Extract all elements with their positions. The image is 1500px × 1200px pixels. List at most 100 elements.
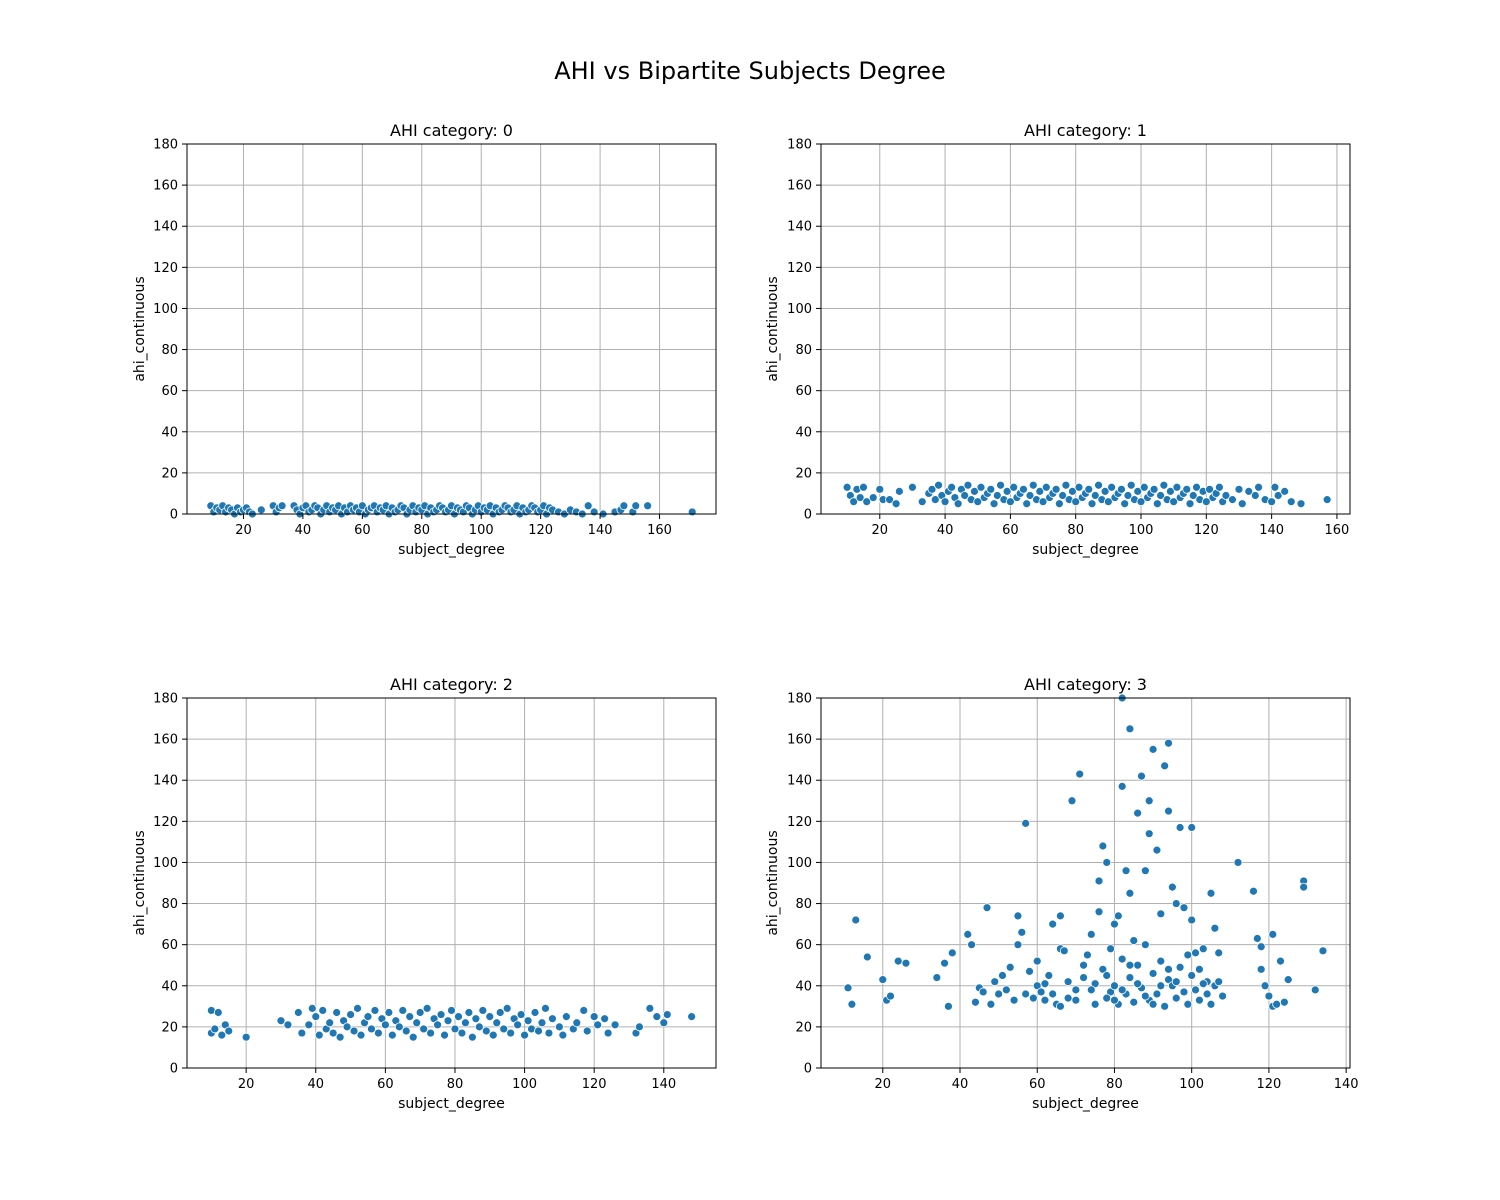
data-point (1084, 484, 1094, 494)
subplot-title: AHI category: 3 (1024, 675, 1147, 694)
data-point (1107, 482, 1117, 492)
x-axis-label: subject_degree (398, 1096, 505, 1112)
data-point (875, 484, 885, 494)
data-point (1148, 999, 1158, 1009)
data-point (589, 507, 599, 517)
scatter-points (206, 1003, 697, 1042)
axes-frame (820, 697, 1351, 1069)
data-point (419, 1024, 429, 1034)
data-point (1102, 971, 1112, 980)
data-point (1144, 796, 1154, 806)
y-tick-label: 120 (153, 815, 178, 830)
y-tick-label: 160 (787, 733, 812, 748)
data-point (1202, 989, 1212, 999)
x-tick-label: 60 (1002, 523, 1019, 538)
data-point (1129, 997, 1139, 1007)
data-point (485, 1012, 495, 1022)
data-point (1152, 499, 1162, 509)
data-point (1063, 993, 1073, 1003)
x-tick-label: 80 (1106, 1077, 1123, 1092)
data-point (367, 1024, 376, 1034)
data-point (998, 971, 1007, 980)
data-point (960, 491, 970, 500)
data-point (370, 1006, 380, 1015)
data-point (1169, 497, 1179, 507)
y-tick-label: 0 (170, 1062, 178, 1077)
axes-frame (820, 143, 1351, 515)
data-point (619, 501, 629, 511)
scatter-points (842, 480, 1332, 509)
data-point (1025, 491, 1035, 500)
axes-frame (186, 143, 717, 515)
data-point (1001, 985, 1011, 995)
data-point (213, 1008, 223, 1017)
y-tick-label: 180 (153, 692, 178, 707)
y-tick-label: 0 (170, 508, 178, 523)
data-point (901, 958, 911, 968)
data-point (436, 1010, 446, 1019)
data-point (1102, 858, 1112, 867)
x-tick-label: 140 (1334, 1077, 1359, 1092)
data-point (1044, 971, 1054, 980)
y-tick-label: 80 (161, 343, 178, 358)
data-point (1175, 962, 1185, 972)
data-point (847, 999, 857, 1009)
data-point (643, 501, 653, 511)
data-point (1187, 971, 1197, 980)
x-tick-label: 60 (377, 1077, 394, 1092)
data-point (447, 1006, 456, 1015)
data-point (548, 1014, 557, 1024)
data-point (1106, 987, 1115, 997)
data-point (1144, 829, 1154, 839)
data-point (224, 1026, 234, 1036)
data-point (971, 997, 980, 1007)
data-point (1133, 979, 1143, 989)
data-point (992, 491, 1002, 500)
data-point (1133, 486, 1143, 496)
data-point (1137, 771, 1146, 781)
data-point (1183, 999, 1193, 1009)
x-tick-label: 120 (1194, 523, 1219, 538)
data-point (885, 495, 894, 505)
data-point (603, 1028, 613, 1038)
data-point (579, 1006, 589, 1015)
y-tick-label: 40 (795, 425, 812, 440)
data-point (499, 1024, 509, 1034)
data-point (401, 1026, 411, 1036)
data-point (474, 1022, 484, 1032)
data-point (1201, 497, 1211, 507)
data-point (450, 1024, 460, 1034)
data-point (1299, 882, 1309, 892)
data-point (314, 1030, 324, 1040)
y-tick-label: 140 (787, 774, 812, 789)
data-point (1206, 888, 1216, 898)
data-point (1102, 993, 1112, 1003)
data-point (1172, 482, 1182, 492)
data-point (405, 1012, 415, 1022)
data-point (1171, 977, 1181, 987)
y-tick-label: 0 (804, 508, 812, 523)
data-point (1140, 940, 1150, 950)
data-point (1191, 948, 1200, 958)
data-point (842, 482, 852, 492)
data-point (843, 983, 853, 993)
data-point (1185, 499, 1195, 509)
data-point (1156, 909, 1166, 919)
data-point (1133, 960, 1143, 970)
data-point (516, 1010, 526, 1019)
data-point (1183, 950, 1193, 960)
data-point (492, 1018, 502, 1028)
data-point (394, 1022, 404, 1032)
data-point (561, 1012, 571, 1022)
data-point (426, 1028, 436, 1038)
subplot-title: AHI category: 0 (390, 121, 513, 140)
data-point (380, 1020, 390, 1030)
data-point (1322, 495, 1332, 505)
y-axis-label: ahi_continuous (132, 830, 148, 935)
data-point (210, 1024, 220, 1034)
x-tick-label: 20 (235, 523, 252, 538)
data-point (1195, 995, 1204, 1005)
data-point (537, 1018, 547, 1028)
x-tick-label: 40 (295, 523, 312, 538)
data-point (1021, 989, 1031, 999)
